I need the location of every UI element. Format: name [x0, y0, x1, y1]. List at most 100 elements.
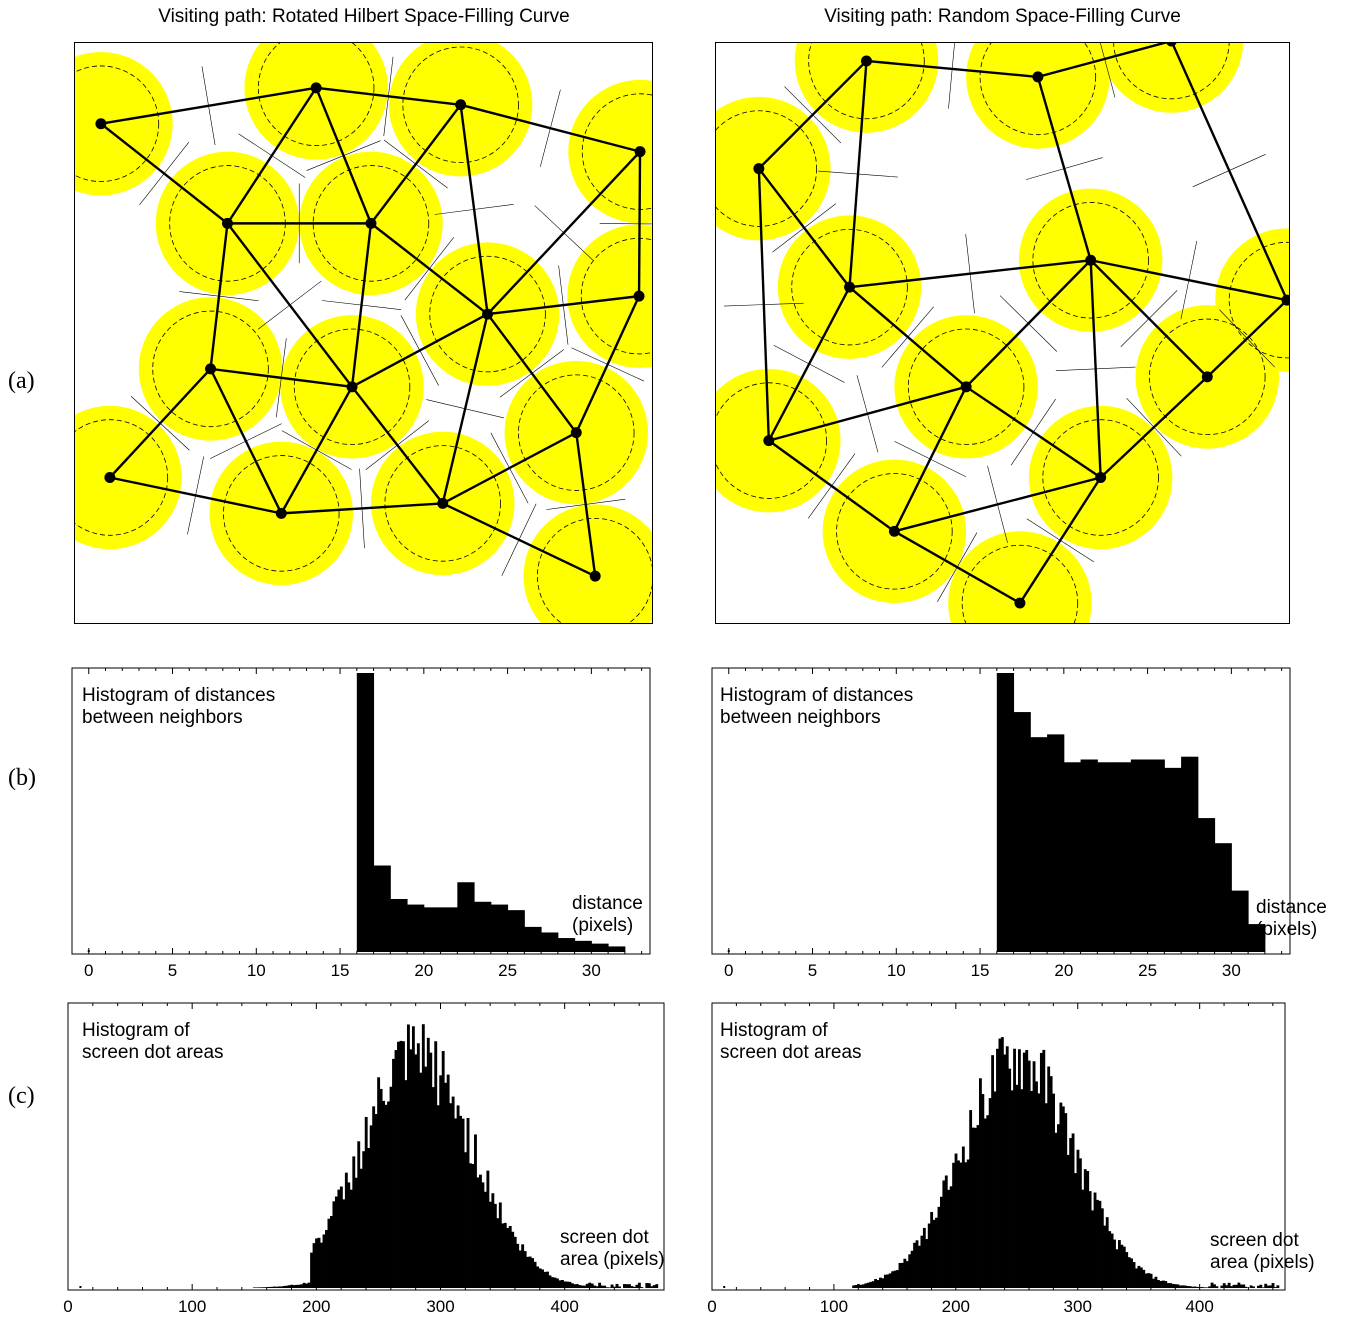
dot-center: [634, 146, 646, 158]
histogram-bar: [1113, 1239, 1116, 1288]
neighbor-edge: [1170, 43, 1289, 301]
histogram-bar: [503, 1222, 507, 1288]
histogram-bar: [927, 1223, 931, 1288]
cell-contour: [1042, 419, 1159, 536]
histogram-bar: [541, 1269, 544, 1288]
histogram-bar: [864, 1283, 868, 1288]
histogram-bar: [986, 1115, 990, 1288]
histogram-bar: [640, 1287, 644, 1288]
histogram-bar: [421, 1024, 425, 1288]
histogram-bar: [441, 1051, 445, 1288]
histogram-bar: [555, 1278, 559, 1288]
histogram-bar: [650, 1286, 654, 1288]
x-tick-label: 300: [426, 1297, 454, 1316]
histogram-bar: [575, 1284, 579, 1288]
histogram-bar: [869, 1281, 873, 1288]
histogram-bar: [302, 1282, 306, 1288]
histogram-bar: [1200, 1287, 1204, 1288]
histogram-bar: [490, 904, 509, 952]
histogram-bar: [1086, 1170, 1090, 1288]
dot-center: [455, 99, 467, 111]
histogram-bar: [578, 1285, 582, 1288]
histogram-bar: [1252, 1286, 1255, 1288]
distance-histogram-random: 0 5 10 15 20 25 30: [711, 667, 1291, 980]
histogram-bar: [356, 673, 375, 952]
histogram-bar: [918, 1245, 921, 1288]
x-tick-label: 5: [168, 961, 177, 980]
x-tick-label: 20: [414, 961, 433, 980]
cell-contour: [75, 419, 169, 536]
histogram-bar: [893, 1270, 897, 1288]
histogram-bar: [436, 1105, 440, 1288]
screen-dot: [244, 43, 388, 160]
histogram-bar: [954, 1153, 958, 1288]
histogram-bar: [277, 1286, 281, 1288]
histogram-bar: [329, 1216, 333, 1288]
origin-mark: [723, 1286, 726, 1288]
histogram-bar: [262, 1287, 266, 1288]
histogram-bar: [429, 1052, 433, 1288]
histogram-bar: [496, 1218, 500, 1288]
histogram-bar: [1235, 1284, 1238, 1288]
x-tick-label: 200: [942, 1297, 970, 1316]
neighbor-edge: [1037, 43, 1169, 79]
neighbor-edge: [370, 104, 462, 225]
histogram-bar: [949, 1186, 953, 1288]
histogram-bar: [591, 943, 609, 952]
neighbor-edge: [1089, 260, 1102, 478]
histogram-bar: [407, 904, 425, 952]
histogram-bar: [966, 1159, 970, 1288]
histogram-bar: [595, 1286, 599, 1288]
histogram-bar: [414, 1054, 418, 1288]
histogram-bar: [1144, 1273, 1148, 1288]
cell-contour: [257, 43, 375, 147]
histogram-bar: [1186, 1286, 1190, 1288]
histogram-bar: [474, 901, 492, 952]
neighbor-edge: [1089, 259, 1209, 378]
histogram-bar: [1152, 1278, 1155, 1288]
x-tick-label: 25: [1138, 961, 1157, 980]
histogram-bar: [508, 1225, 512, 1288]
cell-contour: [518, 374, 635, 491]
histogram-bar: [944, 1175, 948, 1288]
neighbor-edge: [226, 87, 318, 225]
histogram-bar: [1013, 1048, 1016, 1288]
histogram-bar: [1261, 1287, 1265, 1288]
histogram-bar: [932, 1219, 936, 1288]
histogram-bar: [1125, 1252, 1129, 1288]
histogram-bar: [1264, 1283, 1268, 1288]
histogram-bar: [1093, 1192, 1097, 1288]
cell-contour: [979, 43, 1097, 136]
dashed-cell-lines: [716, 43, 1289, 623]
histogram-bar: [389, 1086, 393, 1288]
histogram-bar: [521, 1244, 525, 1288]
x-tick-label: 0: [724, 961, 733, 980]
histogram-bar: [635, 1284, 639, 1288]
screen-dot: [75, 405, 182, 550]
histogram-bar: [971, 1127, 975, 1288]
neighbor-edge: [315, 87, 373, 224]
histogram-bar: [991, 1055, 995, 1288]
histogram-bar: [618, 1286, 621, 1288]
dot-center: [95, 118, 107, 130]
histogram-bar: [280, 1286, 284, 1288]
histogram-bar: [457, 882, 475, 952]
neighbor-edge: [1036, 76, 1092, 261]
histogram-bar: [1108, 1231, 1112, 1288]
histogram-bar: [332, 1201, 336, 1288]
area-histogram-random: 0 100 200 300 400: [707, 1002, 1286, 1316]
histogram-bar: [397, 1041, 400, 1288]
histogram-bar: [1035, 1081, 1038, 1288]
histogram-bar: [565, 1281, 569, 1288]
histogram-bar: [359, 1168, 363, 1288]
histogram-bar: [1030, 737, 1048, 952]
histogram-bar: [287, 1285, 291, 1288]
histogram-bar: [1149, 1273, 1153, 1288]
x-tick-label: 0: [707, 1297, 716, 1316]
histogram-bar: [478, 1174, 482, 1288]
histogram-bar: [1127, 1257, 1131, 1288]
neighbor-edge: [351, 386, 444, 505]
dot-center: [633, 290, 645, 302]
x-tick-label: 200: [302, 1297, 330, 1316]
histogram-bar: [297, 1284, 301, 1288]
